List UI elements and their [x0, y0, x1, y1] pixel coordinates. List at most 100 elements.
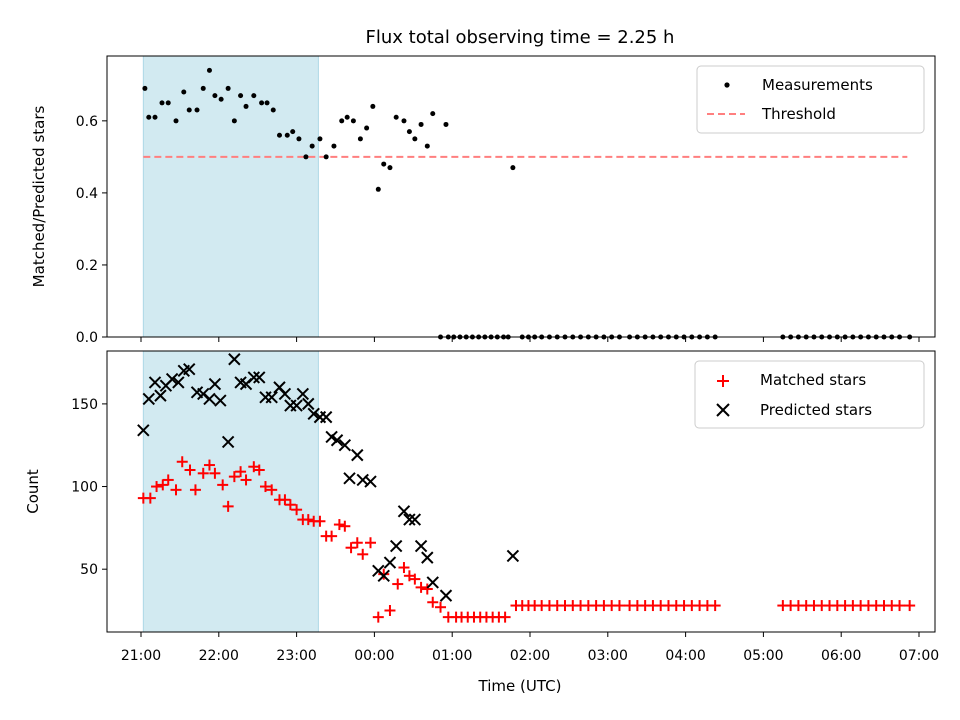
x-tick-label: 01:00 [432, 648, 472, 664]
top-highlight-span [142, 55, 319, 338]
top-y-tick-label: 0.4 [76, 186, 98, 202]
predicted-point [265, 391, 278, 404]
bottom-y-tick-label: 150 [71, 397, 98, 413]
bottom-y-tick-label: 100 [71, 480, 98, 496]
matched-point [499, 611, 511, 623]
measurement-point [259, 100, 265, 106]
measurement-point [270, 107, 276, 113]
measurement-point [290, 129, 296, 135]
predicted-point [338, 439, 352, 452]
predicted-point [172, 376, 185, 389]
predicted-point [307, 407, 320, 421]
x-tick-label: 06:00 [821, 648, 861, 664]
matched-point [176, 456, 188, 468]
predicted-point [290, 399, 303, 412]
matched-point [372, 611, 384, 623]
measurement-point [200, 85, 206, 91]
matched-point [240, 474, 252, 486]
measurement-point [364, 125, 370, 131]
matched-point [162, 474, 174, 486]
matched-point [365, 537, 377, 549]
bottom-legend-box [694, 360, 925, 429]
matched-point [613, 600, 625, 612]
x-tick-label: 07:00 [899, 648, 939, 664]
legend-matched-marker [717, 375, 729, 387]
measurement-point [251, 93, 257, 99]
measurement-point [443, 121, 449, 127]
matched-point [357, 548, 369, 560]
measurement-point [339, 118, 345, 124]
legend-measurements-marker [724, 82, 730, 88]
predicted-point [302, 397, 315, 411]
bottom-highlight-span [142, 350, 319, 633]
measurement-point [152, 114, 158, 120]
bottom-panel: 50 100 150 21:00 22:00 23:00 00:00 01:00 02:00 0… [24, 350, 939, 695]
measurement-point [181, 89, 187, 95]
predicted-point [506, 549, 520, 563]
measurement-point [412, 136, 418, 142]
predicted-point [403, 513, 416, 526]
matched-point [217, 479, 229, 491]
matched-point [409, 573, 421, 585]
legend-predicted-marker [716, 403, 730, 417]
matched-point [170, 484, 182, 496]
measurement-point [418, 121, 424, 127]
matched-point [339, 520, 351, 532]
predicted-point [343, 472, 356, 485]
matched-point [427, 596, 439, 608]
x-tick-label: 04:00 [665, 648, 705, 664]
predicted-point [253, 371, 266, 384]
predicted-point [356, 473, 369, 487]
predicted-point [377, 569, 390, 583]
matched-point [314, 515, 326, 527]
matched-point [151, 481, 163, 493]
predicted-point [414, 539, 428, 553]
predicted-point [397, 505, 411, 518]
legend-measurements-label: Measurements [762, 76, 873, 94]
predicted-point [165, 372, 179, 386]
predicted-point [148, 376, 162, 389]
predicted-point [247, 371, 261, 384]
measurement-point [165, 100, 171, 106]
matched-point [904, 600, 916, 612]
measurement-point [142, 85, 148, 91]
measurement-point [510, 165, 516, 171]
measurement-point [401, 118, 407, 124]
predicted-point [319, 410, 333, 424]
x-tick-label: 21:00 [121, 648, 161, 664]
x-tick-label: 00:00 [354, 648, 394, 664]
matched-point [302, 514, 314, 526]
measurement-point [344, 114, 350, 120]
measurement-point [231, 118, 237, 124]
measurement-point [238, 93, 244, 99]
predicted-point [296, 387, 310, 401]
predicted-point [325, 430, 338, 444]
measurement-point [323, 154, 329, 160]
matched-point [284, 499, 296, 511]
measurement-point [296, 136, 302, 142]
matched-point [228, 471, 240, 483]
x-tick-label: 05:00 [743, 648, 783, 664]
predicted-point [364, 475, 377, 488]
matched-point [326, 530, 338, 542]
predicted-point [214, 394, 227, 407]
measurement-point [387, 165, 393, 171]
top-y-axis-label: Matched/Predicted stars [30, 106, 48, 288]
bottom-legend: Matched stars Predicted stars [694, 360, 925, 429]
matched-point [253, 464, 265, 476]
measurement-point [284, 132, 290, 138]
matched-point [197, 467, 209, 479]
matched-point [421, 583, 433, 595]
chart-title: Flux total observing time = 2.25 h [366, 27, 675, 48]
predicted-point [351, 448, 364, 462]
matched-point [235, 466, 247, 478]
measurement-point [146, 114, 152, 120]
matched-point [259, 481, 271, 493]
matched-point [345, 542, 357, 554]
matched-point [266, 484, 278, 496]
measurement-point [264, 100, 270, 106]
matched-point [203, 459, 215, 471]
top-y-tick-label: 0.6 [76, 114, 98, 130]
x-tick-label: 23:00 [276, 648, 316, 664]
